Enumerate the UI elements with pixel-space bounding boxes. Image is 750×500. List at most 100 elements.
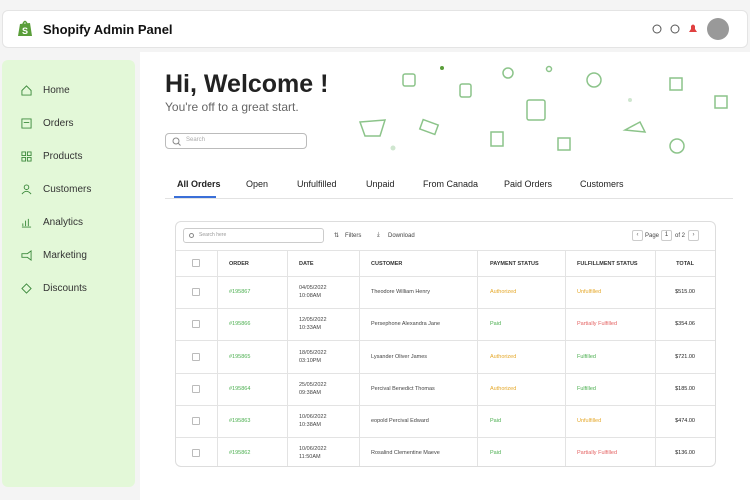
nav-item[interactable]: Products (43, 151, 83, 162)
checkbox[interactable] (192, 352, 200, 361)
column-divider (565, 250, 566, 466)
customer-name: Theodore William Henry (371, 289, 430, 296)
header-icons[interactable] (651, 23, 701, 35)
order-id[interactable]: #195863 (229, 417, 251, 424)
tab[interactable]: Open (246, 179, 269, 189)
order-date: 04/05/2022 (299, 285, 327, 292)
order-time: 11:50AM (299, 454, 321, 461)
order-total: $515.00 (675, 289, 695, 296)
filters-icon: ⇅ (334, 233, 340, 239)
order-time: 10:33AM (299, 325, 322, 332)
customer-name: eopold Percival Edward (371, 417, 429, 424)
table-search[interactable]: Search here (183, 228, 324, 243)
fulfillment-status: Fulfilled (577, 385, 596, 392)
column-header: FULFILLMENT STATUS (577, 261, 638, 267)
order-id[interactable]: #195864 (229, 385, 251, 392)
orders-card (175, 221, 716, 467)
nav-icon (21, 184, 32, 195)
payment-status: Authorized (490, 289, 517, 296)
order-id[interactable]: #195862 (229, 450, 251, 457)
nav-item[interactable]: Orders (43, 118, 74, 129)
fulfillment-status: Partially Fulfilled (577, 321, 618, 328)
welcome-title: Hi, Welcome ! (165, 70, 329, 98)
tab[interactable]: Unpaid (366, 179, 395, 189)
order-id[interactable]: #195867 (229, 289, 251, 296)
avatar[interactable] (707, 18, 729, 40)
checkbox[interactable] (192, 320, 200, 329)
tab[interactable]: From Canada (423, 179, 479, 189)
tab[interactable]: Unfulfilled (297, 179, 337, 189)
welcome-subtitle: You're off to a great start. (165, 100, 299, 114)
column-divider (217, 250, 218, 466)
row-divider (176, 308, 715, 310)
prev-page[interactable]: ‹ (632, 230, 643, 241)
sidebar (2, 60, 135, 487)
checkbox[interactable] (192, 259, 200, 267)
row-divider (176, 437, 715, 438)
order-date: 12/05/2022 (299, 317, 327, 324)
next-page[interactable]: › (688, 230, 699, 241)
order-time: 03:10PM (299, 357, 322, 364)
order-total: $721.00 (675, 353, 695, 360)
order-total: $474.00 (675, 417, 695, 424)
row-divider (176, 250, 715, 251)
fulfillment-status: Fulfilled (577, 353, 596, 360)
page-of: of 2 (675, 233, 686, 239)
nav-item[interactable]: Analytics (43, 217, 84, 228)
order-time: 10:38AM (299, 421, 322, 428)
column-header: TOTAL (676, 261, 694, 267)
checkbox[interactable] (192, 288, 200, 297)
nav-icon (21, 250, 32, 261)
column-header: DATE (299, 261, 314, 267)
column-header: CUSTOMER (371, 261, 403, 267)
table-search-placeholder: Search here (199, 232, 227, 238)
tab[interactable]: All Orders (177, 179, 221, 189)
top-bar: S Shopify Admin Panel (2, 10, 748, 48)
page-number[interactable]: 1 (661, 230, 672, 241)
order-date: 25/05/2022 (299, 381, 327, 388)
tab[interactable]: Paid Orders (504, 179, 553, 189)
nav-item[interactable]: Marketing (43, 250, 87, 261)
order-id[interactable]: #195865 (229, 353, 251, 360)
search-placeholder: Search (186, 137, 206, 143)
search-icon (189, 233, 194, 238)
order-date: 18/05/2022 (299, 349, 327, 356)
row-divider (176, 276, 715, 277)
column-header: PAYMENT STATUS (490, 261, 539, 267)
decoration (358, 65, 728, 154)
fulfillment-status: Unfulfilled (577, 289, 602, 296)
app-title: Shopify Admin Panel (43, 22, 173, 37)
filters-button[interactable]: Filters (345, 233, 362, 239)
nav-icon (21, 85, 32, 96)
active-tab-indicator (174, 196, 216, 198)
customer-name: Lysander Oliver James (371, 353, 428, 360)
payment-status: Authorized (490, 353, 517, 360)
tab[interactable]: Customers (580, 179, 624, 189)
order-date: 10/06/2022 (299, 446, 327, 453)
nav-icon (21, 283, 32, 294)
logo: S (18, 20, 32, 36)
nav-icon (21, 218, 32, 228)
order-time: 09:38AM (299, 389, 322, 396)
page-label: Page (645, 233, 660, 239)
nav-item[interactable]: Customers (43, 184, 92, 195)
order-id[interactable]: #195866 (229, 321, 251, 328)
nav-item[interactable]: Home (43, 85, 70, 96)
payment-status: Paid (490, 417, 502, 424)
checkbox[interactable] (192, 449, 200, 458)
fulfillment-status: Partially Fulfilled (577, 450, 618, 457)
download-button[interactable]: Download (388, 233, 415, 239)
order-total: $185.00 (675, 385, 695, 392)
nav-item[interactable]: Discounts (43, 283, 87, 294)
nav-icon (21, 151, 32, 162)
tab-divider (165, 198, 733, 199)
checkbox[interactable] (192, 416, 200, 425)
customer-name: Percival Benedict Thomas (371, 385, 435, 392)
nav-icon (21, 118, 32, 129)
checkbox[interactable] (192, 384, 200, 393)
search-box[interactable]: Search (165, 133, 307, 149)
row-divider (176, 404, 715, 406)
column-divider (477, 250, 478, 466)
order-total: $354.06 (675, 321, 695, 328)
